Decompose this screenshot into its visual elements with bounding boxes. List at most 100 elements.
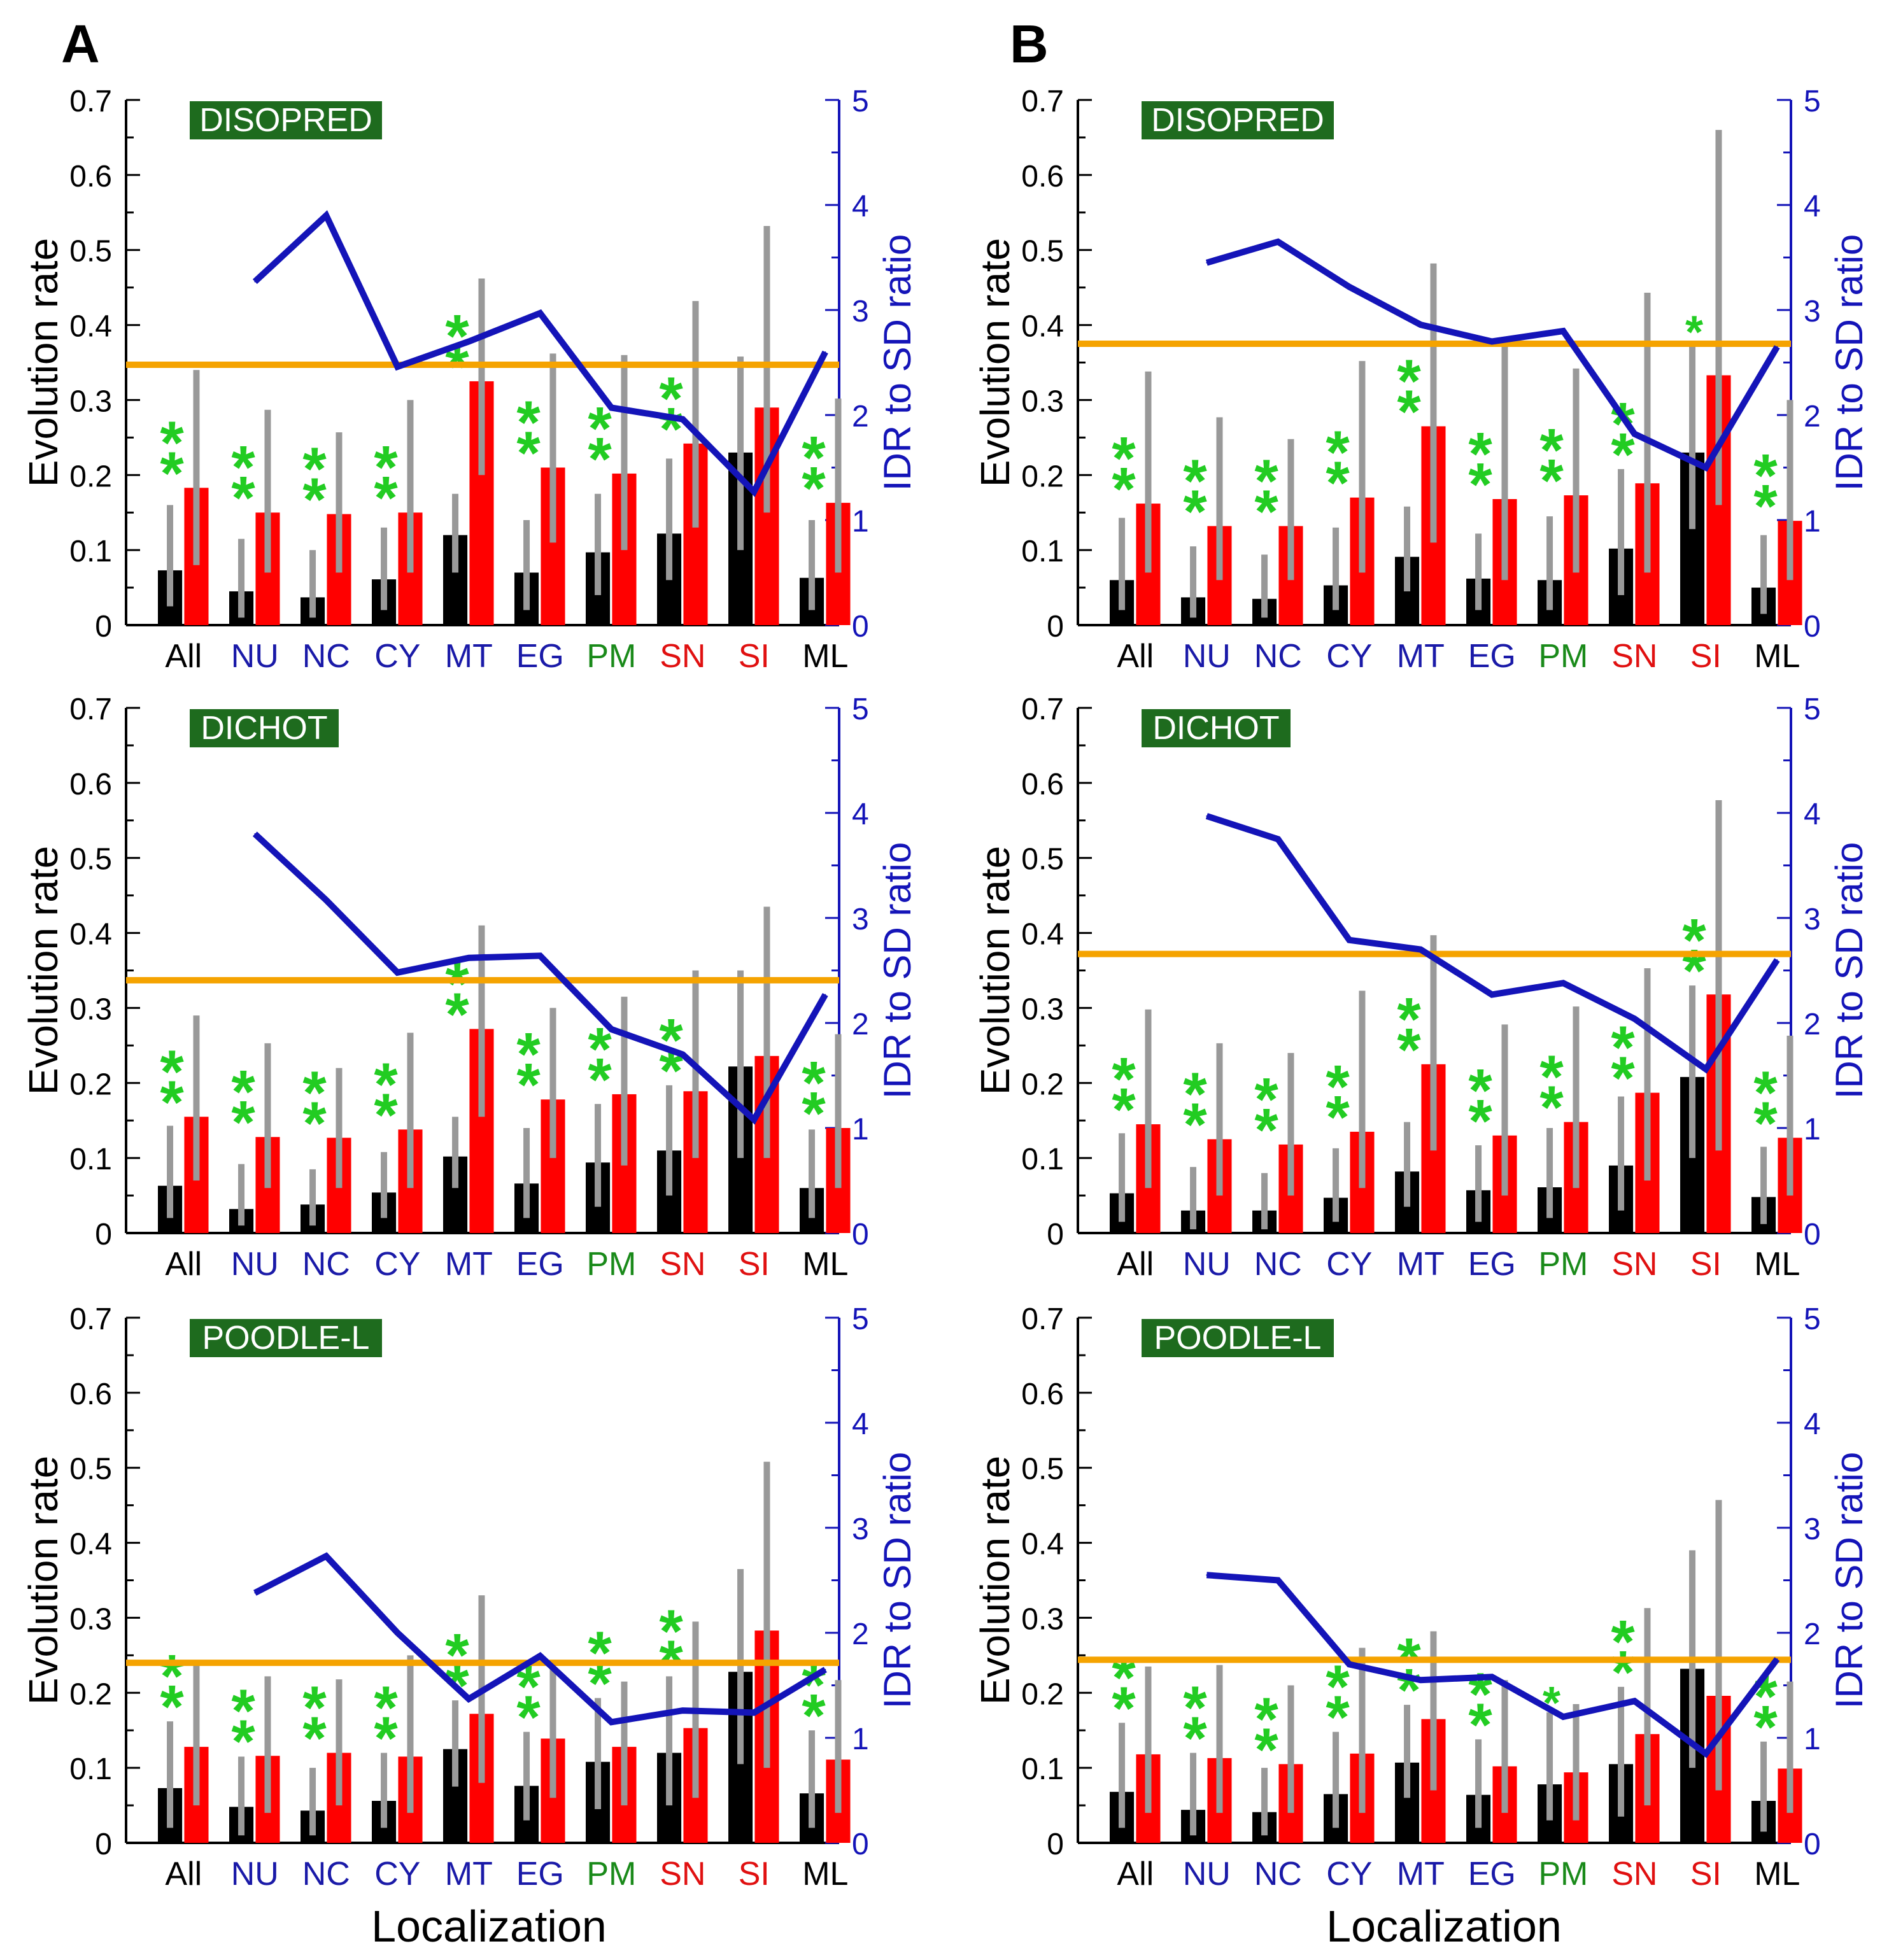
category-label-mt: MT — [445, 1246, 493, 1283]
y2-axis-title: IDR to SD ratio — [876, 1452, 919, 1709]
ratio-point-nu — [254, 1592, 256, 1594]
significance-star: * — [231, 1058, 255, 1126]
method-label-box — [1142, 709, 1291, 747]
y-tick-label: 0.2 — [1021, 1068, 1064, 1101]
ratio-point-pm — [611, 1028, 612, 1030]
significance-star: * — [1397, 378, 1421, 446]
significance-star: * — [374, 1050, 398, 1118]
category-label-nc: NC — [1254, 638, 1302, 675]
ratio-point-sn — [682, 1054, 684, 1055]
y-tick-label: 0 — [95, 610, 112, 644]
y-tick-label: 0 — [1047, 1828, 1064, 1861]
significance-star: * — [1682, 906, 1706, 975]
y-tick-label: 0.6 — [1021, 768, 1064, 801]
y-tick-label: 0.4 — [69, 310, 112, 344]
category-label-nu: NU — [231, 1246, 279, 1283]
y-tick-label: 0.5 — [1021, 1453, 1064, 1486]
significance-star: * — [1685, 307, 1703, 358]
significance-star: * — [1326, 449, 1350, 518]
category-label-si: SI — [739, 1856, 770, 1893]
y-tick-label: 0 — [1047, 1218, 1064, 1251]
significance-star: * — [1112, 1674, 1136, 1742]
significance-star: * — [1112, 425, 1136, 493]
y-tick-label: 0.4 — [69, 1528, 112, 1562]
y2-tick-label: 1 — [852, 1723, 869, 1756]
method-label-box — [1142, 101, 1334, 139]
ratio-point-mt — [1420, 324, 1422, 326]
category-label-pm: PM — [586, 1246, 636, 1283]
y2-tick-label: 3 — [852, 1512, 869, 1546]
y2-tick-label: 2 — [1804, 1008, 1821, 1041]
y-axis-title: Evolution rate — [972, 846, 1018, 1095]
significance-star: * — [1468, 451, 1492, 519]
ratio-point-mt — [468, 1698, 470, 1700]
y-axis-title: Evolution rate — [972, 238, 1018, 487]
panel-letter-b: B — [1010, 14, 1049, 74]
y-tick-label: 0.4 — [1021, 918, 1064, 952]
y-tick-label: 0.1 — [1021, 1143, 1064, 1176]
y-axis-title: Evolution rate — [20, 238, 66, 487]
ratio-point-eg — [539, 955, 541, 957]
y-tick-label: 0.2 — [1021, 460, 1064, 493]
y2-tick-label: 2 — [852, 1008, 869, 1041]
significance-star: * — [1682, 937, 1706, 1005]
category-label-pm: PM — [586, 1856, 636, 1893]
chart-a-dichot: 0 0.1 0.2 0.3 0.4 0.5 0.6 0.7 Evolution rate 0 1 2 3… — [20, 693, 919, 1283]
method-label: DISOPRED — [199, 102, 372, 139]
significance-star: * — [1468, 1057, 1492, 1125]
category-label-nu: NU — [231, 1856, 279, 1893]
y-tick-label: 0.6 — [1021, 160, 1064, 194]
significance-star: * — [1468, 420, 1492, 488]
significance-star: * — [231, 1677, 255, 1745]
category-label-pm: PM — [1538, 638, 1588, 675]
y2-tick-label: 5 — [852, 693, 869, 726]
y2-tick-label: 0 — [1804, 1828, 1821, 1861]
ratio-point-eg — [539, 1655, 541, 1657]
y2-tick-label: 1 — [1804, 1723, 1821, 1756]
category-label-si: SI — [1690, 1856, 1722, 1893]
significance-star: * — [1183, 477, 1207, 546]
significance-star: * — [1539, 447, 1564, 515]
significance-star: * — [659, 395, 683, 463]
significance-star: * — [302, 1059, 327, 1127]
significance-star: * — [1326, 1053, 1350, 1121]
y-tick-label: 0.2 — [69, 1677, 112, 1711]
significance-star: * — [302, 466, 327, 534]
y-axis-title: Evolution rate — [972, 1456, 1018, 1705]
significance-star: * — [802, 1049, 826, 1117]
chart-a-disopred: 0 0.1 0.2 0.3 0.4 0.5 0.6 0.7 Evolution rate 0 1 2 3… — [20, 85, 919, 675]
ratio-point-cy — [397, 1632, 399, 1633]
chart-b-disopred: 0 0.1 0.2 0.3 0.4 0.5 0.6 0.7 Evolution rate 0 1 2 3… — [972, 85, 1871, 675]
ratio-point-ml — [1776, 346, 1778, 348]
category-label-eg: EG — [1468, 1246, 1516, 1283]
ratio-point-nu — [1206, 815, 1208, 817]
significance-star: * — [1468, 1660, 1492, 1728]
category-label-all: All — [165, 638, 202, 675]
ratio-point-si — [1705, 1752, 1707, 1754]
significance-star: * — [302, 1089, 327, 1157]
significance-star: * — [160, 439, 184, 507]
significance-star: * — [1397, 985, 1421, 1054]
y2-tick-label: 1 — [1804, 505, 1821, 539]
significance-star: * — [302, 435, 327, 504]
ratio-point-cy — [1348, 939, 1350, 941]
significance-star: * — [231, 1707, 255, 1775]
category-label-pm: PM — [586, 638, 636, 675]
category-label-cy: CY — [374, 1856, 420, 1893]
significance-star: * — [802, 455, 826, 523]
y2-tick-label: 2 — [852, 400, 869, 434]
ratio-point-nc — [1277, 1579, 1279, 1581]
y2-tick-label: 5 — [1804, 85, 1821, 118]
y-tick-label: 0.5 — [69, 843, 112, 877]
y2-tick-label: 2 — [852, 1618, 869, 1651]
y-tick-label: 0.5 — [69, 1453, 112, 1486]
method-label-box — [190, 709, 339, 747]
significance-star: * — [445, 980, 469, 1048]
y-tick-label: 0.3 — [1021, 1602, 1064, 1636]
y-tick-label: 0.3 — [1021, 992, 1064, 1026]
category-label-all: All — [1117, 1856, 1154, 1893]
y-tick-label: 0.7 — [1021, 85, 1064, 118]
ratio-point-nu — [254, 833, 256, 835]
significance-star: * — [1112, 1045, 1136, 1113]
y-axis-title: Evolution rate — [20, 1456, 66, 1705]
